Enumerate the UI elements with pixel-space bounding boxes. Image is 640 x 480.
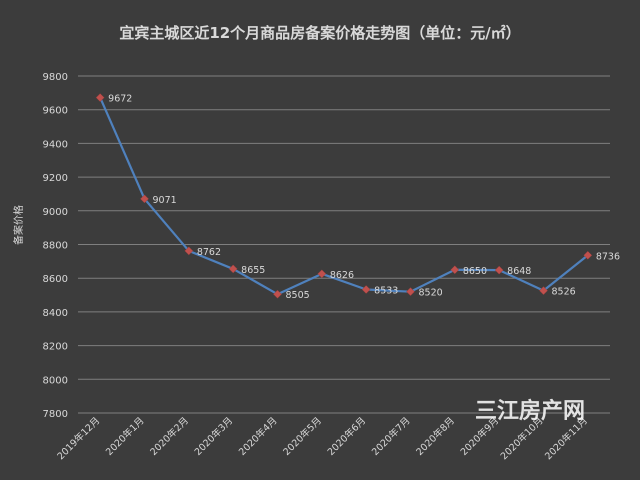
- watermark-logo: 三江房产网: [475, 398, 585, 424]
- data-label: 8626: [330, 270, 354, 281]
- x-tick-label: 2020年7月: [369, 415, 412, 458]
- x-tick-label: 2020年8月: [414, 415, 457, 458]
- gridlines: [78, 75, 610, 414]
- series-line-group: [99, 97, 589, 296]
- data-label: 8520: [419, 288, 443, 299]
- data-labels: 9672 9071 8762 8655 8505 8626 8533 8520 8650 8648…: [108, 94, 620, 302]
- series-line: [99, 97, 589, 296]
- data-label: 8655: [241, 265, 265, 276]
- data-label: 9071: [153, 195, 177, 206]
- data-label: 8762: [197, 247, 221, 258]
- data-point: [539, 286, 548, 296]
- y-tick-label: 9200: [43, 173, 68, 184]
- data-point: [494, 265, 504, 275]
- y-tick-label: 9400: [43, 139, 68, 150]
- data-point: [228, 264, 238, 274]
- data-point: [361, 285, 371, 294]
- data-point: [406, 287, 415, 297]
- data-points: [95, 93, 593, 299]
- y-tick-label: 8600: [43, 274, 68, 285]
- data-label: 8505: [286, 290, 310, 301]
- y-tick-label: 9000: [43, 207, 68, 218]
- data-point: [184, 246, 194, 256]
- y-tick-label: 8400: [43, 308, 68, 319]
- data-label: 8648: [507, 266, 531, 277]
- y-tick-label: 9800: [43, 72, 68, 83]
- x-tick-label: 2019年12月: [55, 415, 103, 463]
- data-point: [583, 250, 593, 260]
- x-tick-label: 2020年5月: [281, 415, 324, 458]
- data-point: [140, 194, 149, 204]
- y-tick-label: 8000: [43, 375, 68, 386]
- data-label: 8736: [596, 251, 620, 262]
- y-tick-label: 7800: [43, 409, 68, 420]
- chart-title: 宜宾主城区近12个月商品房备案价格走势图（单位：元/㎡）: [119, 24, 520, 42]
- y-tick-label: 9600: [43, 106, 68, 117]
- data-point: [95, 93, 105, 102]
- y-tick-label: 8200: [43, 342, 68, 353]
- y-tick-label: 8800: [43, 241, 68, 252]
- x-tick-label: 2020年3月: [192, 415, 235, 458]
- data-label: 9672: [108, 94, 132, 105]
- data-point: [450, 265, 460, 275]
- data-label: 8526: [552, 287, 576, 298]
- x-tick-label: 2020年6月: [325, 415, 368, 458]
- x-tick-label: 2020年1月: [103, 415, 146, 458]
- data-label: 8533: [374, 285, 398, 296]
- data-label: 8650: [463, 266, 487, 277]
- x-tick-label: 2020年2月: [148, 415, 191, 458]
- data-point: [273, 289, 282, 299]
- x-tick-label: 2020年4月: [236, 415, 279, 458]
- data-point: [317, 269, 327, 279]
- y-tick-labels: 9800 9600 9400 9200 9000 8800 8600 8400 8200 8000…: [43, 72, 68, 420]
- y-axis-label: 备案价格: [12, 205, 25, 245]
